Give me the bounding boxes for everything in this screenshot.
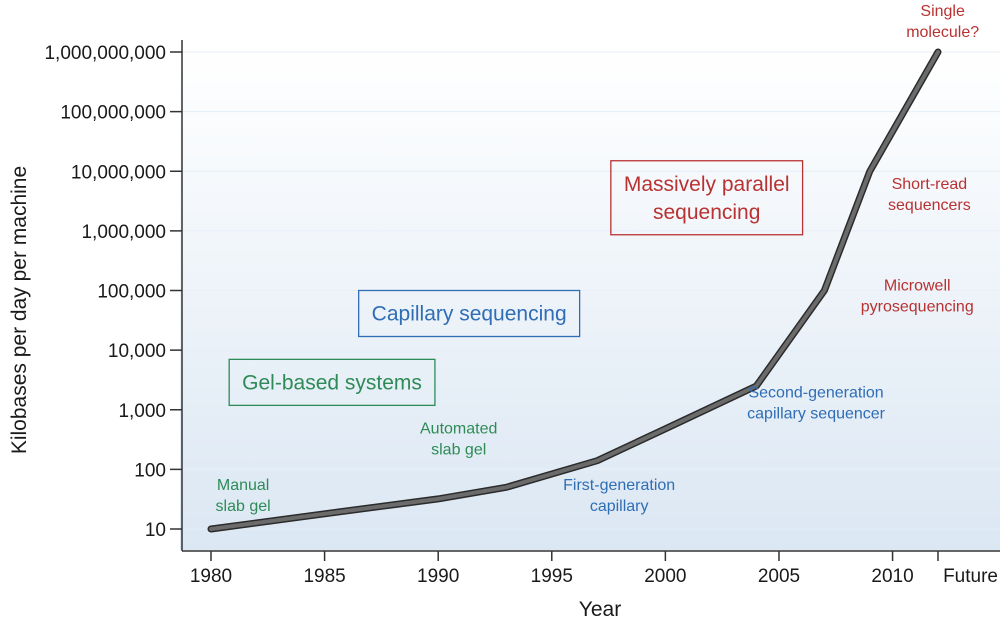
y-tick-label: 100 <box>134 460 166 481</box>
axes: 10 100 1,000 10,000 100,000 1,000,000 10,000,0… <box>44 40 1000 587</box>
annotation: Manual slab gel <box>216 477 271 515</box>
data-point <box>868 169 872 173</box>
y-tick-label: 100,000 <box>97 282 166 303</box>
annotation-line: slab gel <box>431 441 486 458</box>
annotation: Single molecule? <box>906 3 979 41</box>
annotation-line: capillary sequencer <box>747 406 886 423</box>
x-tick-label: 1990 <box>417 566 459 587</box>
throughput-line-path <box>209 50 940 531</box>
data-point <box>323 512 327 516</box>
category-box-label: sequencing <box>653 201 760 224</box>
gridlines <box>182 51 1000 530</box>
annotation-line: Single <box>920 3 965 20</box>
y-axis-title: Kilobases per day per machine <box>8 166 31 454</box>
y-tick-label: 100,000,000 <box>60 103 166 124</box>
category-box-border <box>610 160 804 236</box>
category-box-border <box>228 358 436 407</box>
category-box-border <box>358 289 581 338</box>
y-tick-label: 10,000 <box>108 341 166 362</box>
x-tick-label: 2005 <box>758 566 800 587</box>
data-point <box>822 289 826 292</box>
plot-background <box>180 50 1000 550</box>
category-box: Capillary sequencing <box>358 289 581 338</box>
x-tick-label: 2000 <box>644 566 686 587</box>
annotations: Manual slab gel Automated slab gel First-gen… <box>216 3 980 515</box>
category-box-label: Capillary sequencing <box>372 303 567 326</box>
annotation: Microwell pyrosequencing <box>861 278 974 316</box>
annotation: Second-generation capillary sequencer <box>747 385 886 423</box>
data-point <box>754 384 758 388</box>
x-tick-label: 1995 <box>531 566 573 587</box>
annotation-line: Microwell <box>884 278 951 295</box>
category-box: Massively parallel sequencing <box>610 160 804 236</box>
x-tick-label: 1985 <box>303 566 345 587</box>
data-point <box>936 50 940 54</box>
annotation-line: pyrosequencing <box>861 299 974 316</box>
data-point <box>595 459 599 463</box>
annotation-line: capillary <box>590 498 649 515</box>
annotation-line: slab gel <box>216 498 271 515</box>
annotation-line: Automated <box>420 420 497 437</box>
annotation-line: sequencers <box>888 197 971 214</box>
data-point <box>504 485 508 489</box>
x-axis-title: Year <box>579 598 621 621</box>
y-tick-label: 10,000,000 <box>71 162 166 183</box>
annotation: Automated slab gel <box>420 420 497 458</box>
category-box-label: Massively parallel <box>624 173 790 196</box>
annotation-line: Manual <box>217 477 269 494</box>
data-point <box>209 527 213 531</box>
annotation: First-generation capillary <box>563 477 675 515</box>
annotation: Short-read sequencers <box>888 176 971 214</box>
y-tick-label: 1,000 <box>118 401 166 422</box>
annotation-line: Second-generation <box>748 385 883 402</box>
x-tick-label: 1980 <box>190 566 232 587</box>
x-tick-label: 2010 <box>871 566 913 587</box>
throughput-line <box>207 48 942 533</box>
y-tick-label: 1,000,000,000 <box>44 43 166 64</box>
y-tick-label: 10 <box>145 520 166 541</box>
data-point <box>436 497 440 501</box>
annotation-line: molecule? <box>906 24 979 41</box>
annotation-line: Short-read <box>892 176 968 193</box>
annotation-line: First-generation <box>563 477 675 494</box>
category-box: Gel-based systems <box>228 358 436 407</box>
data-point <box>663 427 667 431</box>
y-tick-label: 1,000,000 <box>81 222 166 243</box>
category-boxes: Gel-based systems Capillary sequencing Mas… <box>228 160 804 407</box>
category-box-label: Gel-based systems <box>242 371 422 394</box>
x-tick-label: Future <box>943 566 998 587</box>
